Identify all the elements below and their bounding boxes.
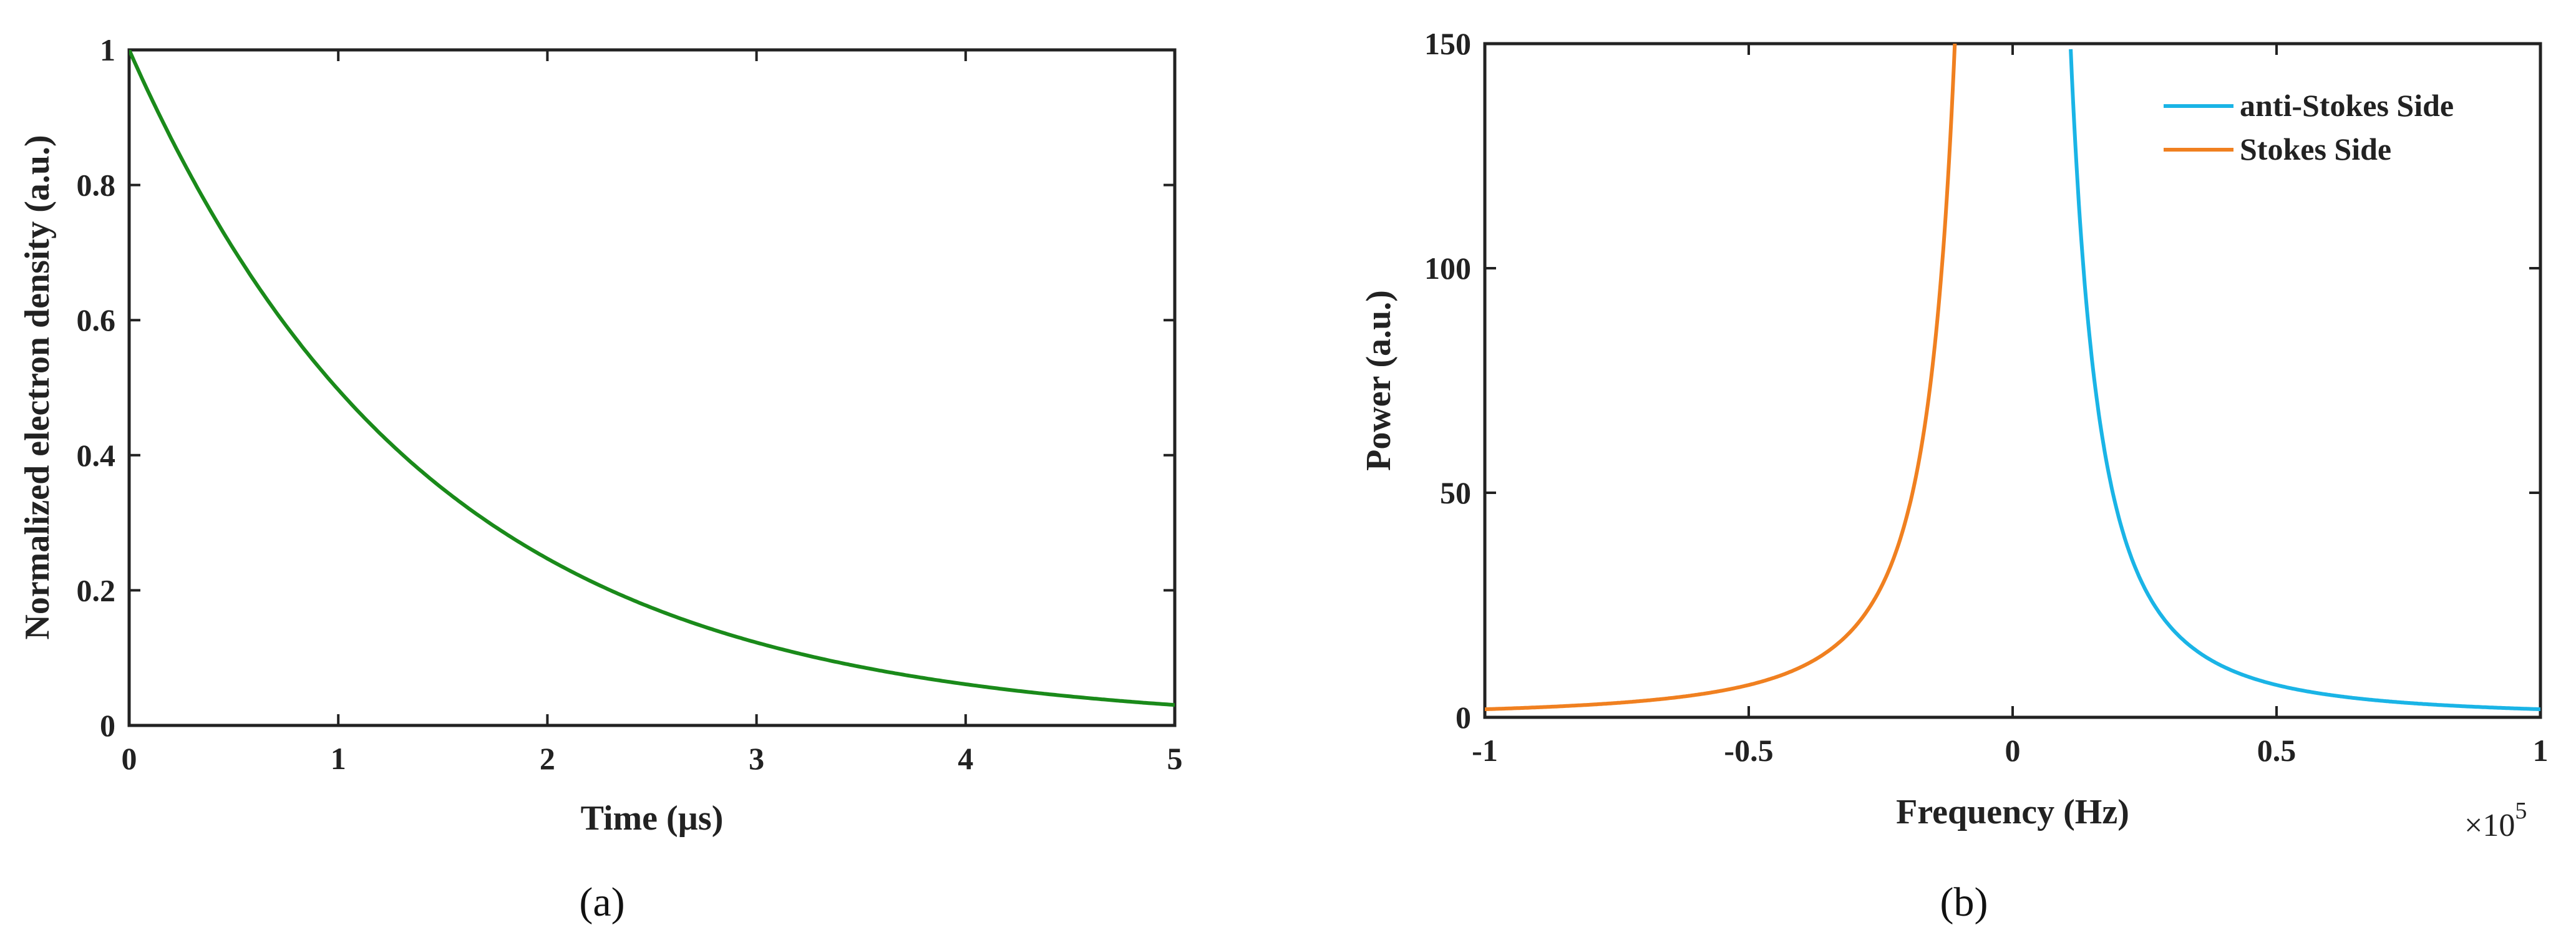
panel-label-b: (b) bbox=[1940, 879, 1988, 925]
panel-b: -1 -0.5 0 0.5 1 0 50 100 150 anti-Stokes Side Sto… bbox=[1359, 26, 2549, 925]
y-tick-label: 0 bbox=[100, 708, 115, 743]
x-tick-label: 0 bbox=[2005, 733, 2021, 768]
y-tick-label: 0 bbox=[1456, 700, 1471, 735]
x-tick-label: 4 bbox=[958, 741, 973, 776]
ticks-a: 0 1 2 3 4 5 0 0.2 0.4 0.6 0.8 1 bbox=[77, 32, 1183, 776]
x-exponent-power: 5 bbox=[2515, 798, 2527, 824]
y-tick-label: 0.2 bbox=[77, 573, 116, 608]
legend-label: Stokes Side bbox=[2240, 132, 2391, 167]
series-b bbox=[1485, 44, 2540, 711]
y-tick-label: 150 bbox=[1424, 26, 1471, 61]
legend-label: anti-Stokes Side bbox=[2240, 88, 2454, 123]
panel-a: 0 1 2 3 4 5 0 0.2 0.4 0.6 0.8 1 Time (µs) Normalize… bbox=[18, 32, 1183, 925]
x-tick-label: -0.5 bbox=[1724, 733, 1773, 768]
x-exponent-b: ×105 bbox=[2464, 798, 2527, 843]
x-tick-label: 2 bbox=[540, 741, 555, 776]
y-tick-label: 0.8 bbox=[77, 168, 116, 203]
panel-label-a: (a) bbox=[579, 879, 625, 925]
y-tick-label: 1 bbox=[100, 32, 115, 67]
legend-b: anti-Stokes Side Stokes Side bbox=[2164, 88, 2454, 167]
y-axis-title-b: Power (a.u.) bbox=[1359, 290, 1398, 471]
series-a bbox=[129, 50, 1175, 707]
x-tick-label: 0 bbox=[122, 741, 137, 776]
plot-area-b bbox=[1483, 42, 2542, 719]
x-tick-label: 1 bbox=[331, 741, 346, 776]
series-line-anti-stokes-side bbox=[2069, 49, 2540, 711]
y-tick-label: 100 bbox=[1424, 251, 1471, 286]
ticks-b: -1 -0.5 0 0.5 1 0 50 100 150 bbox=[1424, 26, 2549, 768]
y-tick-label: 0.4 bbox=[77, 438, 116, 473]
series-line bbox=[129, 50, 1175, 707]
x-tick-label: 3 bbox=[749, 741, 764, 776]
x-exponent-base: ×10 bbox=[2464, 808, 2515, 843]
series-line-stokes-side bbox=[1485, 44, 1957, 711]
y-axis-title-a: Normalized electron density (a.u.) bbox=[18, 135, 57, 639]
x-axis-title-a: Time (µs) bbox=[581, 799, 724, 838]
x-axis-title-b: Frequency (Hz) bbox=[1896, 793, 2129, 831]
x-tick-label: 5 bbox=[1167, 741, 1183, 776]
x-tick-label: 0.5 bbox=[2257, 733, 2297, 768]
x-tick-label: 1 bbox=[2533, 733, 2549, 768]
y-tick-label: 50 bbox=[1440, 475, 1471, 510]
plot-area-a bbox=[127, 48, 1177, 727]
x-tick-label: -1 bbox=[1472, 733, 1498, 768]
y-tick-label: 0.6 bbox=[77, 303, 116, 337]
